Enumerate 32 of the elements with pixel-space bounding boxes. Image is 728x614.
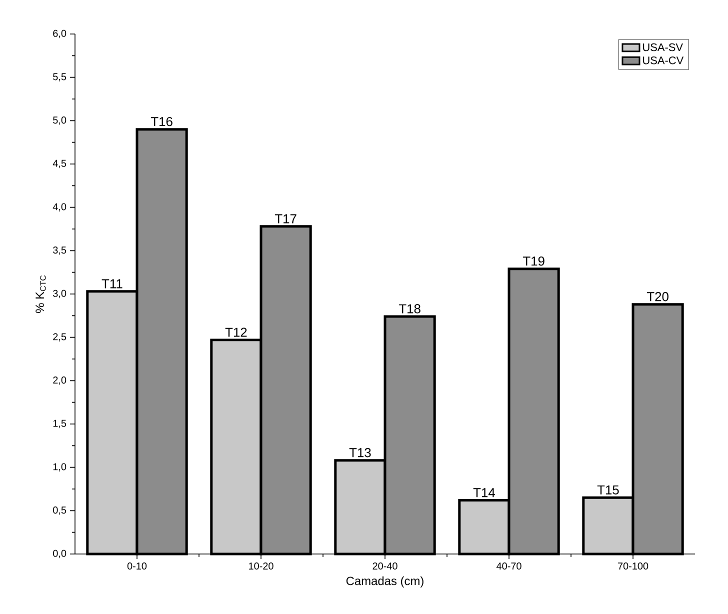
data-label: T19 — [522, 256, 544, 266]
data-label: T14 — [473, 488, 495, 498]
legend-label: USA-CV — [643, 56, 684, 64]
data-label: T17 — [274, 214, 296, 224]
x-tick-label: 10-20 — [249, 562, 274, 570]
x-tick-label: 70-100 — [618, 562, 648, 570]
y-tick-label: 1,5 — [53, 420, 66, 428]
y-tick-label: 2,0 — [53, 376, 66, 385]
y-tick-label: 1,0 — [53, 463, 66, 472]
y-tick-label: 4,5 — [52, 160, 66, 168]
data-label: T11 — [102, 279, 122, 288]
data-label: T20 — [646, 292, 668, 302]
legend-label: USA-SV — [643, 43, 683, 52]
y-tick-label: 4,0 — [52, 203, 66, 212]
x-tick-label: 0-10 — [127, 562, 147, 570]
y-tick-label: 5,5 — [53, 73, 66, 82]
y-tick-label: 0,5 — [53, 506, 66, 515]
x-axis-title: Camadas (cm) — [346, 576, 424, 588]
y-axis-title: % K$_{CTC}$ — [36, 275, 46, 313]
x-tick-label: 40-70 — [496, 562, 522, 570]
y-tick-label: 2,5 — [53, 333, 66, 342]
data-label: T16 — [150, 116, 172, 126]
y-tick-label: 3,5 — [53, 246, 66, 255]
data-label: T12 — [225, 328, 247, 337]
y-tick-label: 5,0 — [53, 116, 66, 125]
y-tick-label: 6,0 — [53, 30, 66, 38]
y-tick-label: 3,0 — [53, 290, 66, 298]
data-label: T18 — [398, 304, 420, 314]
y-tick-label: 0,0 — [53, 550, 66, 558]
data-label: T15 — [597, 485, 619, 494]
data-label: T13 — [349, 448, 371, 458]
x-tick-label: 20-40 — [372, 562, 398, 570]
